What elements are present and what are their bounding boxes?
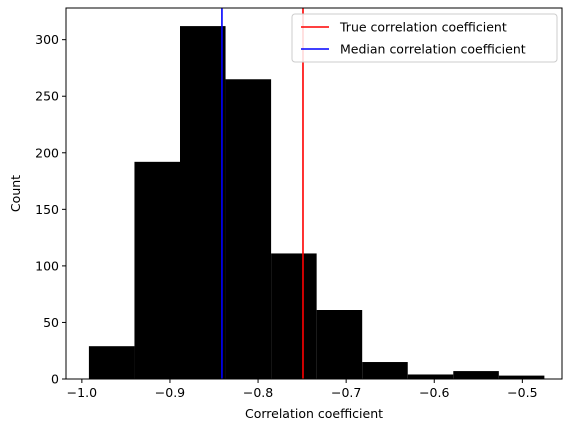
y-axis-label: Count	[8, 175, 23, 212]
legend-label: True correlation coefficient	[339, 20, 507, 35]
y-tick-label: 0	[51, 372, 59, 387]
x-tick-label: −0.9	[155, 385, 185, 400]
histogram-bar	[362, 362, 408, 379]
y-tick-label: 100	[35, 258, 59, 273]
y-tick-label: 50	[43, 315, 59, 330]
histogram-bar	[407, 374, 454, 379]
y-tick-label: 200	[35, 145, 59, 160]
y-axis-ticks: 0 50 100 150 200 250 300	[35, 32, 66, 387]
x-tick-label: −1.0	[67, 385, 97, 400]
x-tick-label: −0.6	[419, 385, 449, 400]
histogram-bar	[498, 375, 545, 379]
histogram-bar	[134, 161, 181, 379]
x-tick-label: −0.7	[331, 385, 361, 400]
y-tick-label: 150	[35, 202, 59, 217]
histogram-bars	[88, 26, 545, 379]
x-axis-ticks: −1.0 −0.9 −0.8 −0.7 −0.6 −0.5	[67, 379, 538, 400]
x-axis-label: Correlation coefficient	[245, 406, 383, 421]
x-tick-label: −0.5	[507, 385, 537, 400]
histogram-bar	[180, 26, 226, 379]
legend-box	[291, 13, 558, 63]
legend-label: Median correlation coefficient	[340, 42, 526, 57]
y-tick-label: 250	[35, 89, 59, 104]
histogram-bar	[88, 346, 135, 379]
y-tick-label: 300	[35, 32, 59, 47]
plot-frame	[65, 7, 563, 380]
histogram-bar	[316, 310, 363, 379]
histogram-bar	[271, 253, 317, 379]
reference-lines	[221, 8, 304, 379]
histogram-bar	[225, 79, 272, 379]
legend: True correlation coefficient Median corre…	[291, 13, 558, 63]
histogram-bar	[453, 371, 499, 379]
x-tick-label: −0.8	[243, 385, 273, 400]
